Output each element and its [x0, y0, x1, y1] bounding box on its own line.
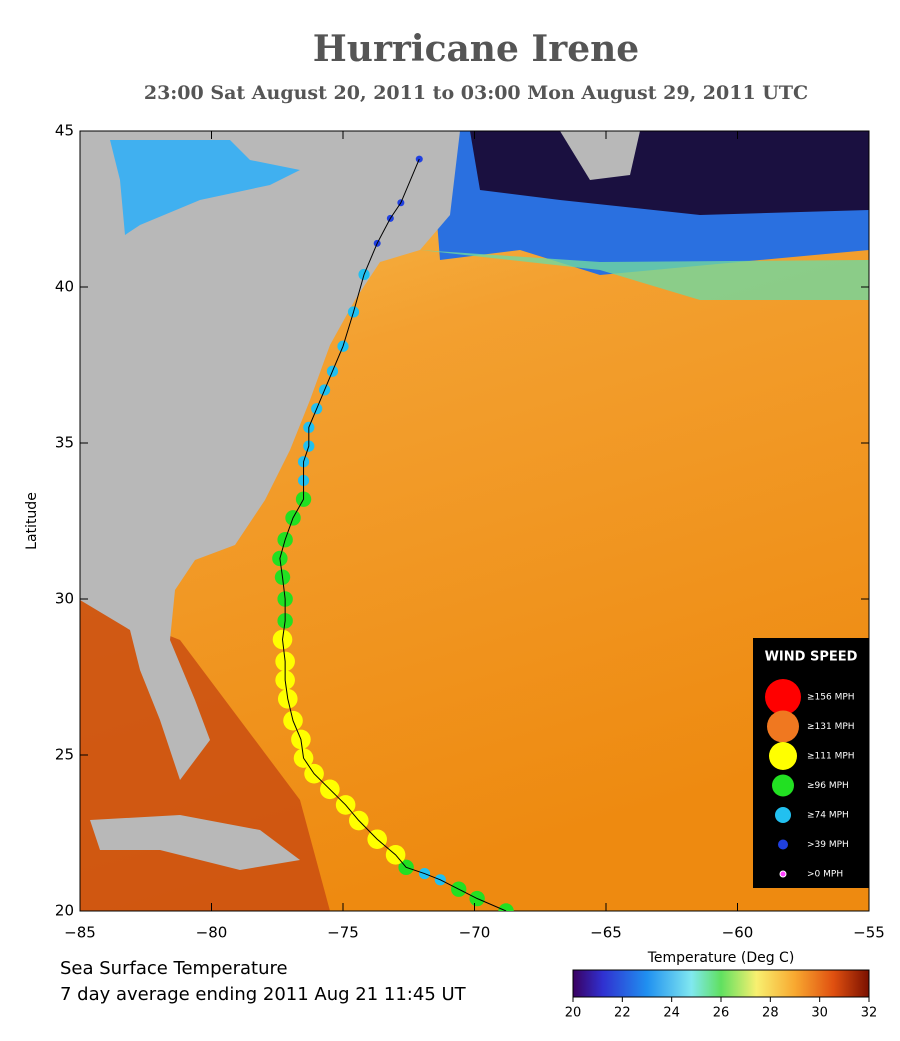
y-tick-label: 20	[55, 902, 74, 920]
y-tick-label: 35	[55, 434, 74, 452]
colorbar-tick-label: 22	[614, 1006, 631, 1021]
legend-label: ≥131 MPH	[807, 722, 855, 732]
x-tick-label: −55	[853, 924, 885, 942]
y-tick-label: 25	[55, 746, 74, 764]
legend-label: ≥111 MPH	[807, 752, 855, 762]
track	[272, 155, 514, 911]
x-tick-label: −85	[64, 924, 96, 942]
legend-swatch	[772, 774, 794, 797]
colorbar-tick-label: 32	[861, 1006, 878, 1021]
colorbar-tick-label: 24	[663, 1006, 680, 1021]
legend-box	[753, 638, 869, 888]
y-tick-label: 40	[55, 278, 74, 296]
colorbar-label: Temperature (Deg C)	[647, 950, 795, 966]
x-tick-label: −80	[196, 924, 228, 942]
legend-swatch	[769, 742, 797, 770]
colorbar-tick-label: 26	[713, 1006, 730, 1021]
legend-label: ≥96 MPH	[807, 781, 849, 791]
x-tick-label: −70	[459, 924, 491, 942]
legend-swatch	[775, 807, 791, 823]
legend-label: ≥156 MPH	[807, 693, 855, 703]
x-tick-label: −65	[590, 924, 622, 942]
colorbar-tick-label: 30	[811, 1006, 828, 1021]
legend-label: ≥74 MPH	[807, 811, 849, 821]
y-tick-label: 45	[55, 122, 74, 140]
y-tick-label: 30	[55, 590, 74, 608]
caption: Sea Surface Temperature	[60, 958, 288, 979]
legend-label: >39 MPH	[807, 840, 849, 850]
map-background	[80, 131, 869, 911]
legend-swatch	[765, 679, 801, 715]
legend-swatch	[767, 710, 799, 743]
legend-title: WIND SPEED	[765, 650, 858, 665]
legend-swatch	[779, 870, 787, 878]
title: Hurricane Irene	[313, 28, 639, 70]
subtitle: 23:00 Sat August 20, 2011 to 03:00 Mon A…	[144, 82, 808, 104]
y-axis-label: Latitude	[24, 492, 40, 550]
legend-label: >0 MPH	[807, 870, 843, 880]
colorbar-tick-label: 20	[565, 1006, 582, 1021]
legend-swatch	[778, 839, 788, 850]
colorbar	[572, 969, 870, 998]
x-tick-label: −60	[722, 924, 754, 942]
caption: 7 day average ending 2011 Aug 21 11:45 U…	[60, 984, 467, 1005]
x-tick-label: −75	[327, 924, 359, 942]
colorbar-tick-label: 28	[762, 1006, 779, 1021]
track-line	[279, 158, 507, 911]
